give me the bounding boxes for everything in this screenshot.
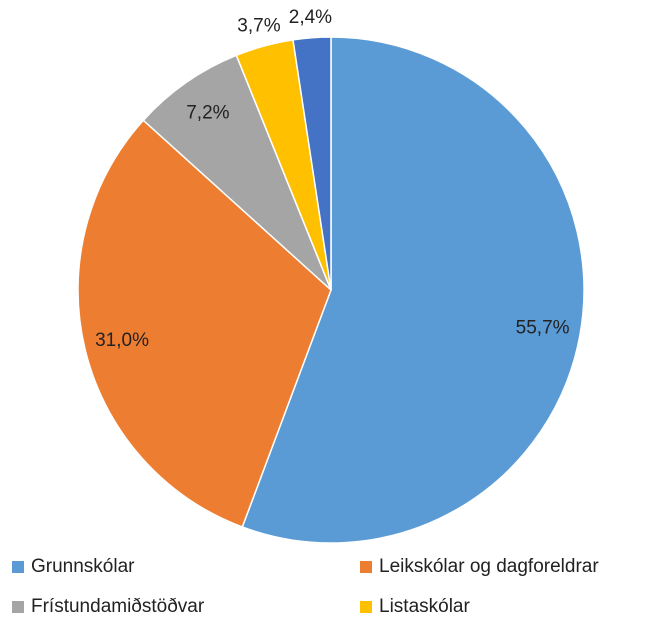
pie-slice bbox=[241, 36, 585, 544]
pie-slice bbox=[292, 36, 332, 291]
legend-swatch bbox=[12, 561, 24, 573]
pie-slice bbox=[77, 119, 332, 528]
legend-label: Listaskólar bbox=[379, 596, 470, 617]
legend-label: Leikskólar og dagforeldrar bbox=[379, 556, 599, 577]
legend-label: Grunnskólar bbox=[31, 556, 135, 577]
data-label: 3,7% bbox=[237, 16, 280, 37]
data-label: 7,2% bbox=[186, 103, 229, 124]
data-label: 55,7% bbox=[516, 317, 570, 338]
data-label: 31,0% bbox=[95, 330, 149, 351]
legend-swatch bbox=[360, 561, 372, 573]
legend-swatch bbox=[360, 601, 372, 613]
legend-label: Frístundamiðstöðvar bbox=[31, 596, 205, 617]
pie-slice bbox=[142, 54, 332, 291]
data-label: 2,4% bbox=[289, 7, 332, 28]
legend-swatch bbox=[12, 601, 24, 613]
